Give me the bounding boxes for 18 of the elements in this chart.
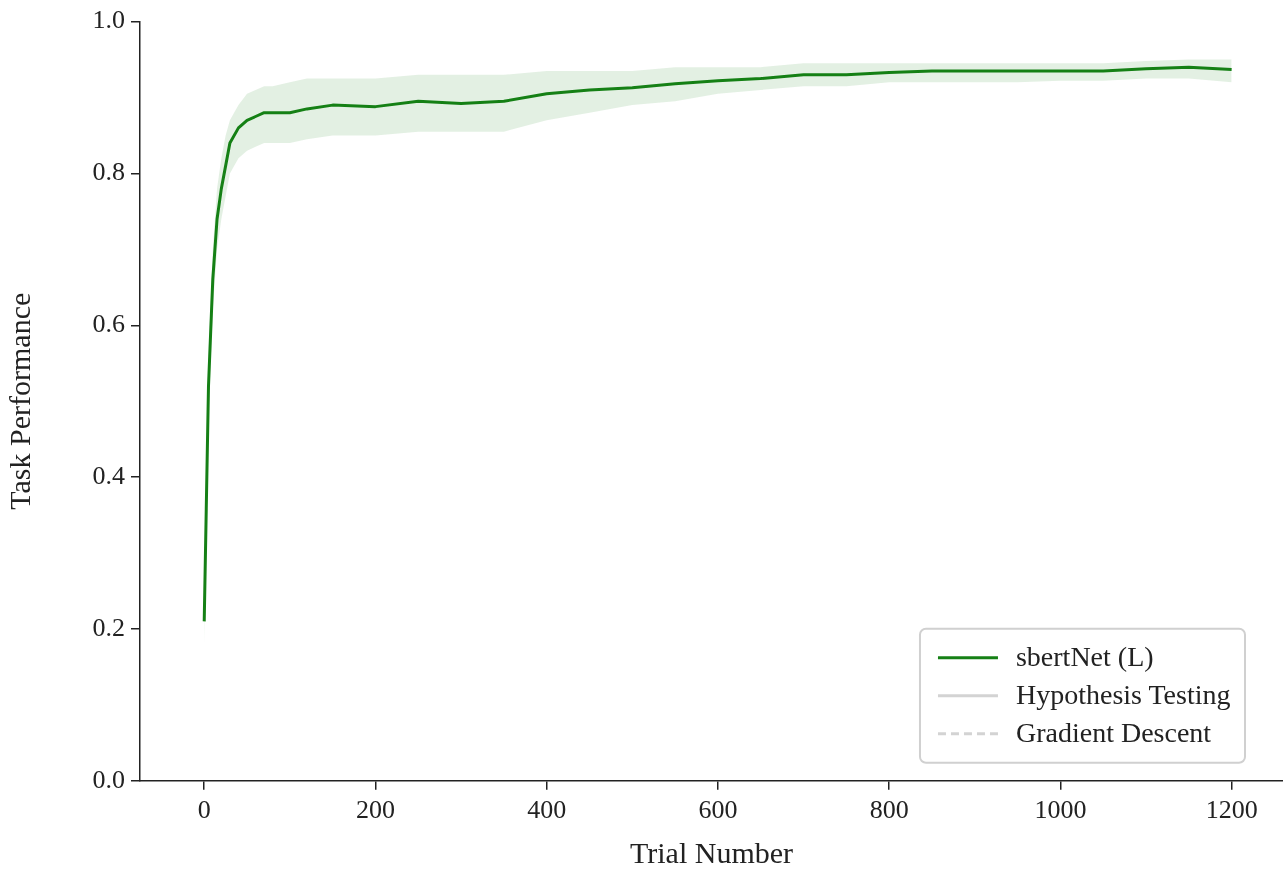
legend-label: Gradient Descent [1015, 717, 1212, 749]
x-tick-label: 1000 [1034, 795, 1087, 825]
legend-label: sbertNet (L) [1015, 641, 1154, 673]
y-tick-label: 0.4 [92, 460, 125, 490]
y-tick-label: 0.6 [92, 309, 125, 339]
x-tick-label: 200 [355, 795, 395, 825]
y-tick-label: 1.0 [92, 5, 125, 35]
x-tick-label: 600 [698, 795, 738, 825]
x-axis-title: Trial Number [629, 835, 794, 869]
y-axis-title: Task Performance [2, 292, 36, 510]
y-tick-label: 0.8 [92, 157, 125, 187]
x-tick-label: 0 [197, 795, 211, 825]
x-tick-label: 800 [869, 795, 909, 825]
x-tick-label: 400 [527, 795, 567, 825]
x-tick-label: 1200 [1205, 795, 1258, 825]
legend-label: Hypothesis Testing [1015, 679, 1231, 711]
y-tick-label: 0.0 [92, 764, 125, 794]
y-tick-label: 0.2 [92, 612, 125, 642]
